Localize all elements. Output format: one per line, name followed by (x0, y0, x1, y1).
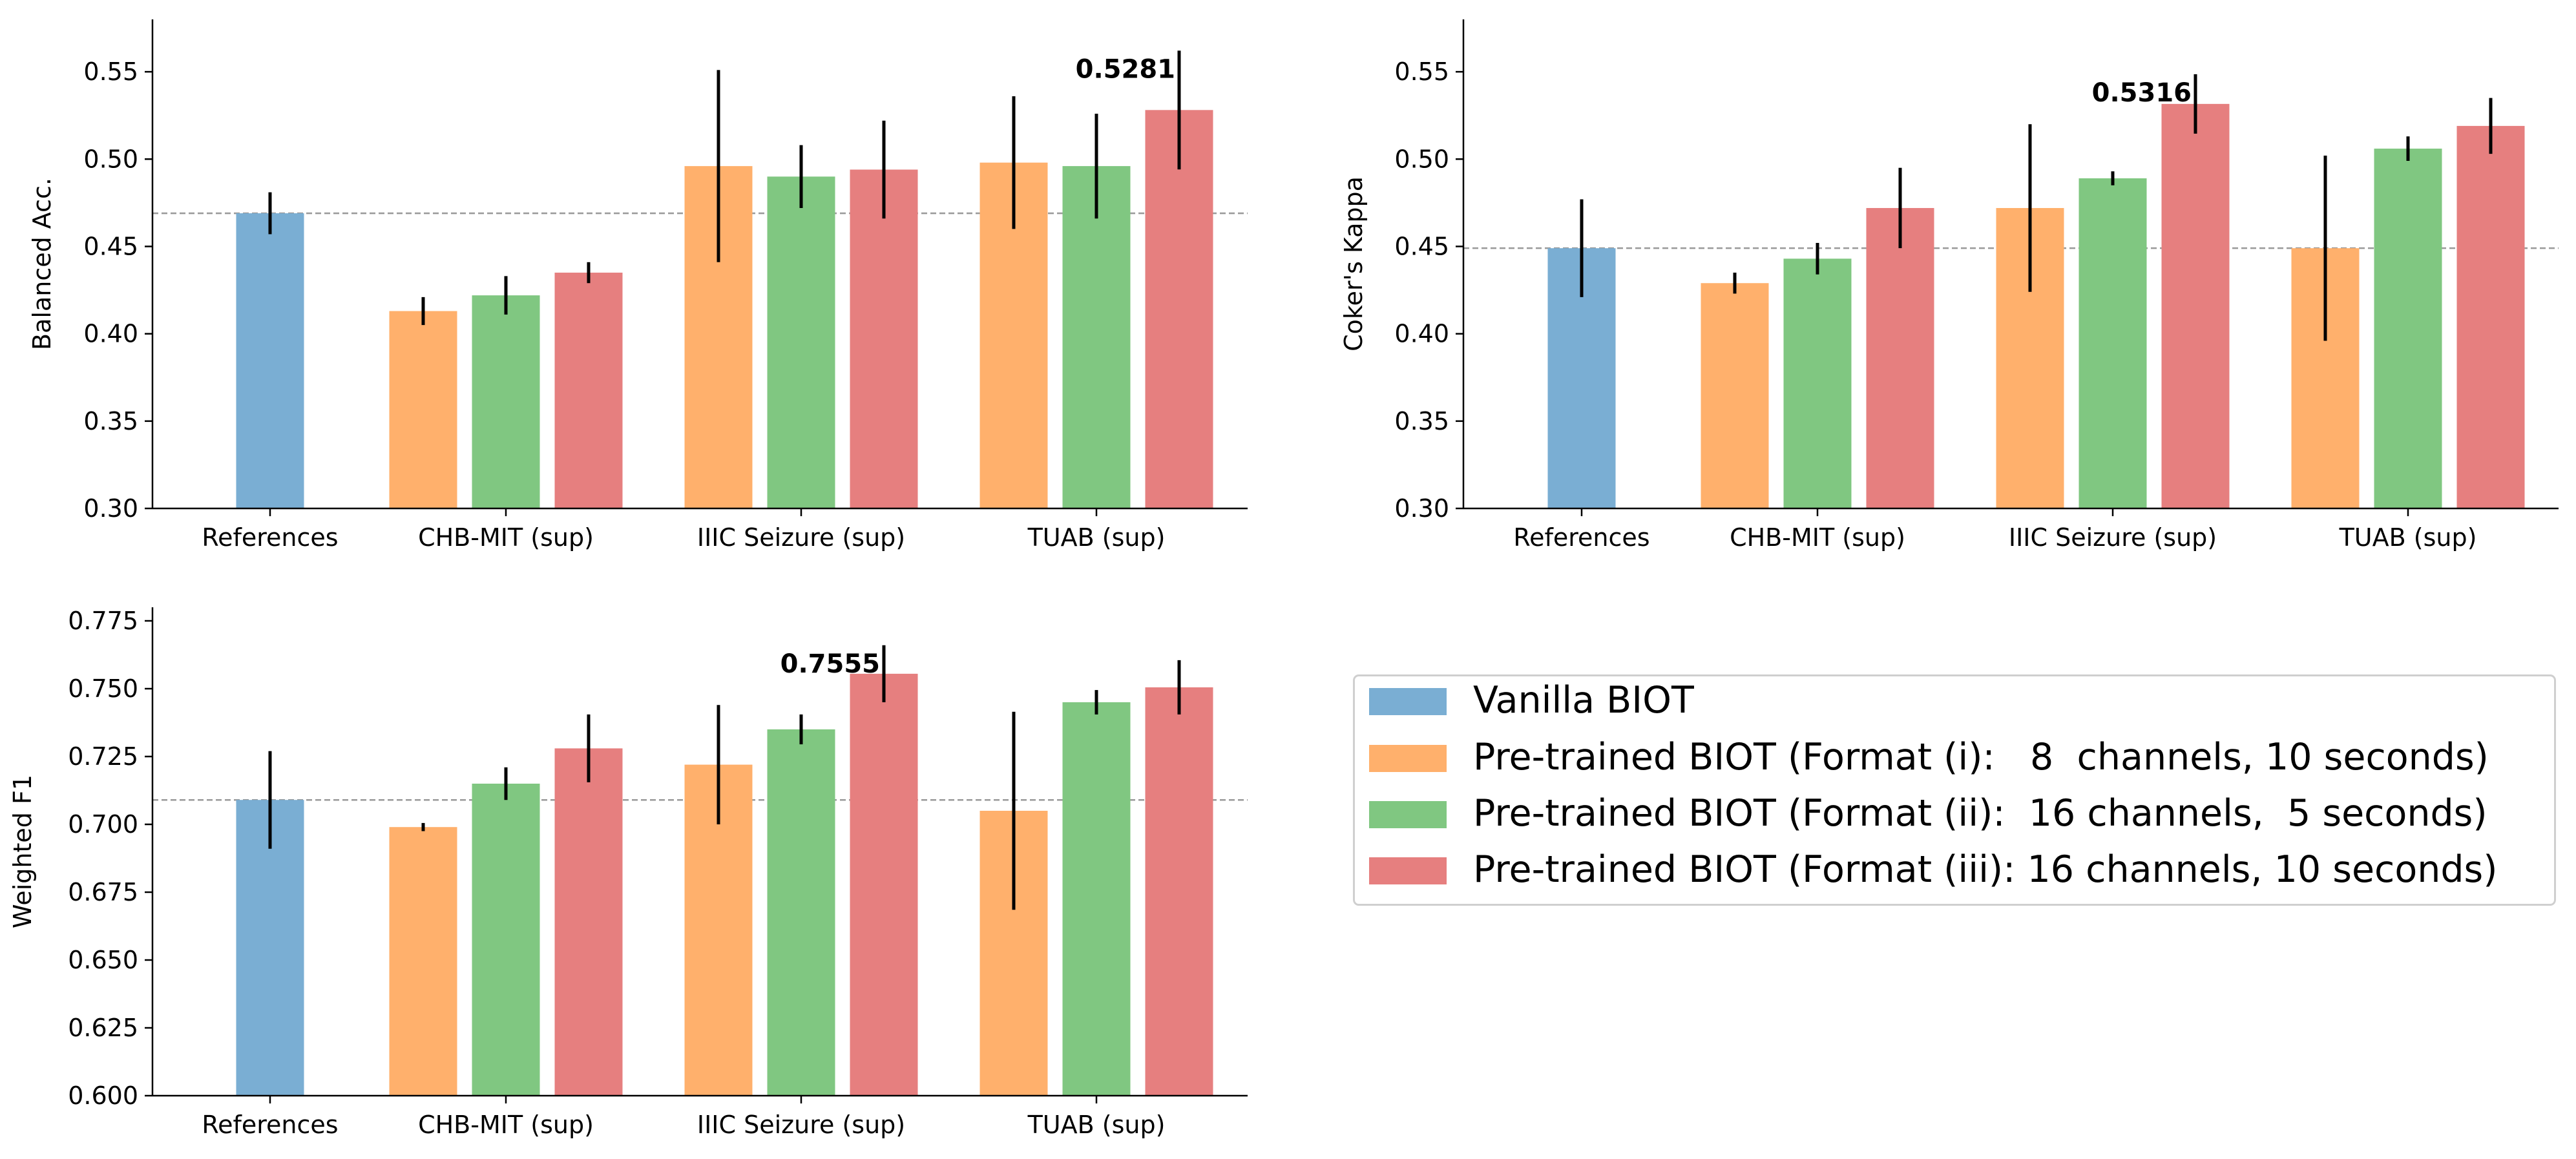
y-axis-title: Coker's Kappa (1339, 176, 1368, 351)
y-tick-label: 0.50 (83, 145, 138, 173)
y-tick-label: 0.40 (1394, 320, 1449, 348)
y-tick-label: 0.45 (83, 232, 138, 260)
y-tick-label: 0.600 (68, 1081, 138, 1110)
bar-format_iii (1145, 687, 1213, 1096)
bar-format_iii (1866, 207, 1934, 508)
bar-format_ii (767, 176, 835, 509)
bar-format_ii (2079, 178, 2147, 508)
legend-swatch-vanilla (1369, 688, 1447, 715)
best-value-annotation: 0.7555 (780, 649, 880, 679)
y-tick-label: 0.625 (68, 1014, 138, 1042)
x-tick-label: CHB-MIT (sup) (1730, 523, 1905, 552)
bar-format_ii (472, 295, 540, 508)
legend-label: Pre-trained BIOT (Format (iii): 16 chann… (1473, 848, 2497, 891)
bar-format_iii (2456, 125, 2525, 509)
bar-format_iii (1145, 110, 1213, 508)
legend-swatch-format_iii (1369, 857, 1447, 884)
bar-format_ii (472, 784, 540, 1096)
legend-entries: Vanilla BIOT Pre-trained BIOT (Format (i)… (1369, 679, 2497, 891)
y-tick-label: 0.750 (68, 674, 138, 703)
bar-format_iii (2161, 103, 2230, 509)
legend: Vanilla BIOT Pre-trained BIOT (Format (i)… (1353, 674, 2556, 906)
y-tick-label: 0.775 (68, 607, 138, 635)
bar-format_ii (1783, 258, 1852, 508)
bar-format_i (389, 311, 457, 508)
bar-format_i (389, 827, 457, 1096)
x-tick-label: References (202, 523, 338, 552)
y-tick-label: 0.30 (83, 494, 138, 523)
y-axis-title: Weighted F1 (8, 775, 37, 928)
y-tick-label: 0.55 (1394, 57, 1449, 86)
x-tick-label: IIIC Seizure (sup) (2009, 523, 2217, 552)
bar-format_ii (1062, 166, 1131, 509)
chart-panel-2: 0.30 0.35 0.40 0.45 0.50 0.55 Coker's Kappa Ref… (1339, 19, 2559, 552)
y-tick-label: 0.35 (1394, 407, 1449, 435)
legend-label: Vanilla BIOT (1473, 679, 1694, 722)
bar-format_ii (2374, 149, 2442, 509)
x-tick-label: CHB-MIT (sup) (418, 523, 594, 552)
x-tick-label: IIIC Seizure (sup) (697, 523, 905, 552)
x-tick-label: References (202, 1111, 338, 1139)
bar-format_iii (554, 273, 623, 508)
bar-format_iii (850, 169, 918, 508)
y-tick-label: 0.50 (1394, 145, 1449, 173)
chart-panel-1: 0.30 0.35 0.40 0.45 0.50 0.55 Balanced Acc. Ref… (28, 19, 1248, 552)
best-value-annotation: 0.5281 (1076, 54, 1175, 84)
y-tick-label: 0.45 (1394, 232, 1449, 260)
x-tick-label: References (1513, 523, 1649, 552)
x-tick-label: IIIC Seizure (sup) (697, 1111, 905, 1139)
bar-format_ii (1062, 702, 1131, 1096)
x-tick-label: TUAB (sup) (2339, 523, 2477, 552)
legend-swatch-format_ii (1369, 801, 1447, 828)
y-tick-label: 0.725 (68, 742, 138, 771)
y-tick-label: 0.40 (83, 320, 138, 348)
best-value-annotation: 0.5316 (2092, 78, 2192, 108)
y-tick-label: 0.35 (83, 407, 138, 435)
y-axis-title: Balanced Acc. (28, 178, 56, 350)
bar-vanilla (236, 213, 304, 508)
y-tick-label: 0.675 (68, 878, 138, 906)
bar-format_iii (850, 673, 918, 1096)
x-tick-label: CHB-MIT (sup) (418, 1111, 594, 1139)
y-tick-label: 0.55 (83, 57, 138, 86)
chart-panel-3: 0.600 0.625 0.650 0.675 0.700 0.725 0.750 0.775… (8, 607, 1248, 1139)
legend-swatch-format_i (1369, 745, 1447, 772)
y-tick-label: 0.700 (68, 810, 138, 839)
legend-label: Pre-trained BIOT (Format (i): 8 channels… (1473, 736, 2489, 778)
legend-label: Pre-trained BIOT (Format (ii): 16 channe… (1473, 792, 2487, 835)
bar-format_i (1701, 283, 1769, 508)
x-tick-label: TUAB (sup) (1027, 1111, 1166, 1139)
y-tick-label: 0.650 (68, 946, 138, 974)
bar-format_ii (767, 729, 835, 1096)
bar-format_iii (554, 748, 623, 1096)
x-tick-label: TUAB (sup) (1027, 523, 1166, 552)
bar-vanilla (236, 800, 304, 1096)
y-tick-label: 0.30 (1394, 494, 1449, 523)
